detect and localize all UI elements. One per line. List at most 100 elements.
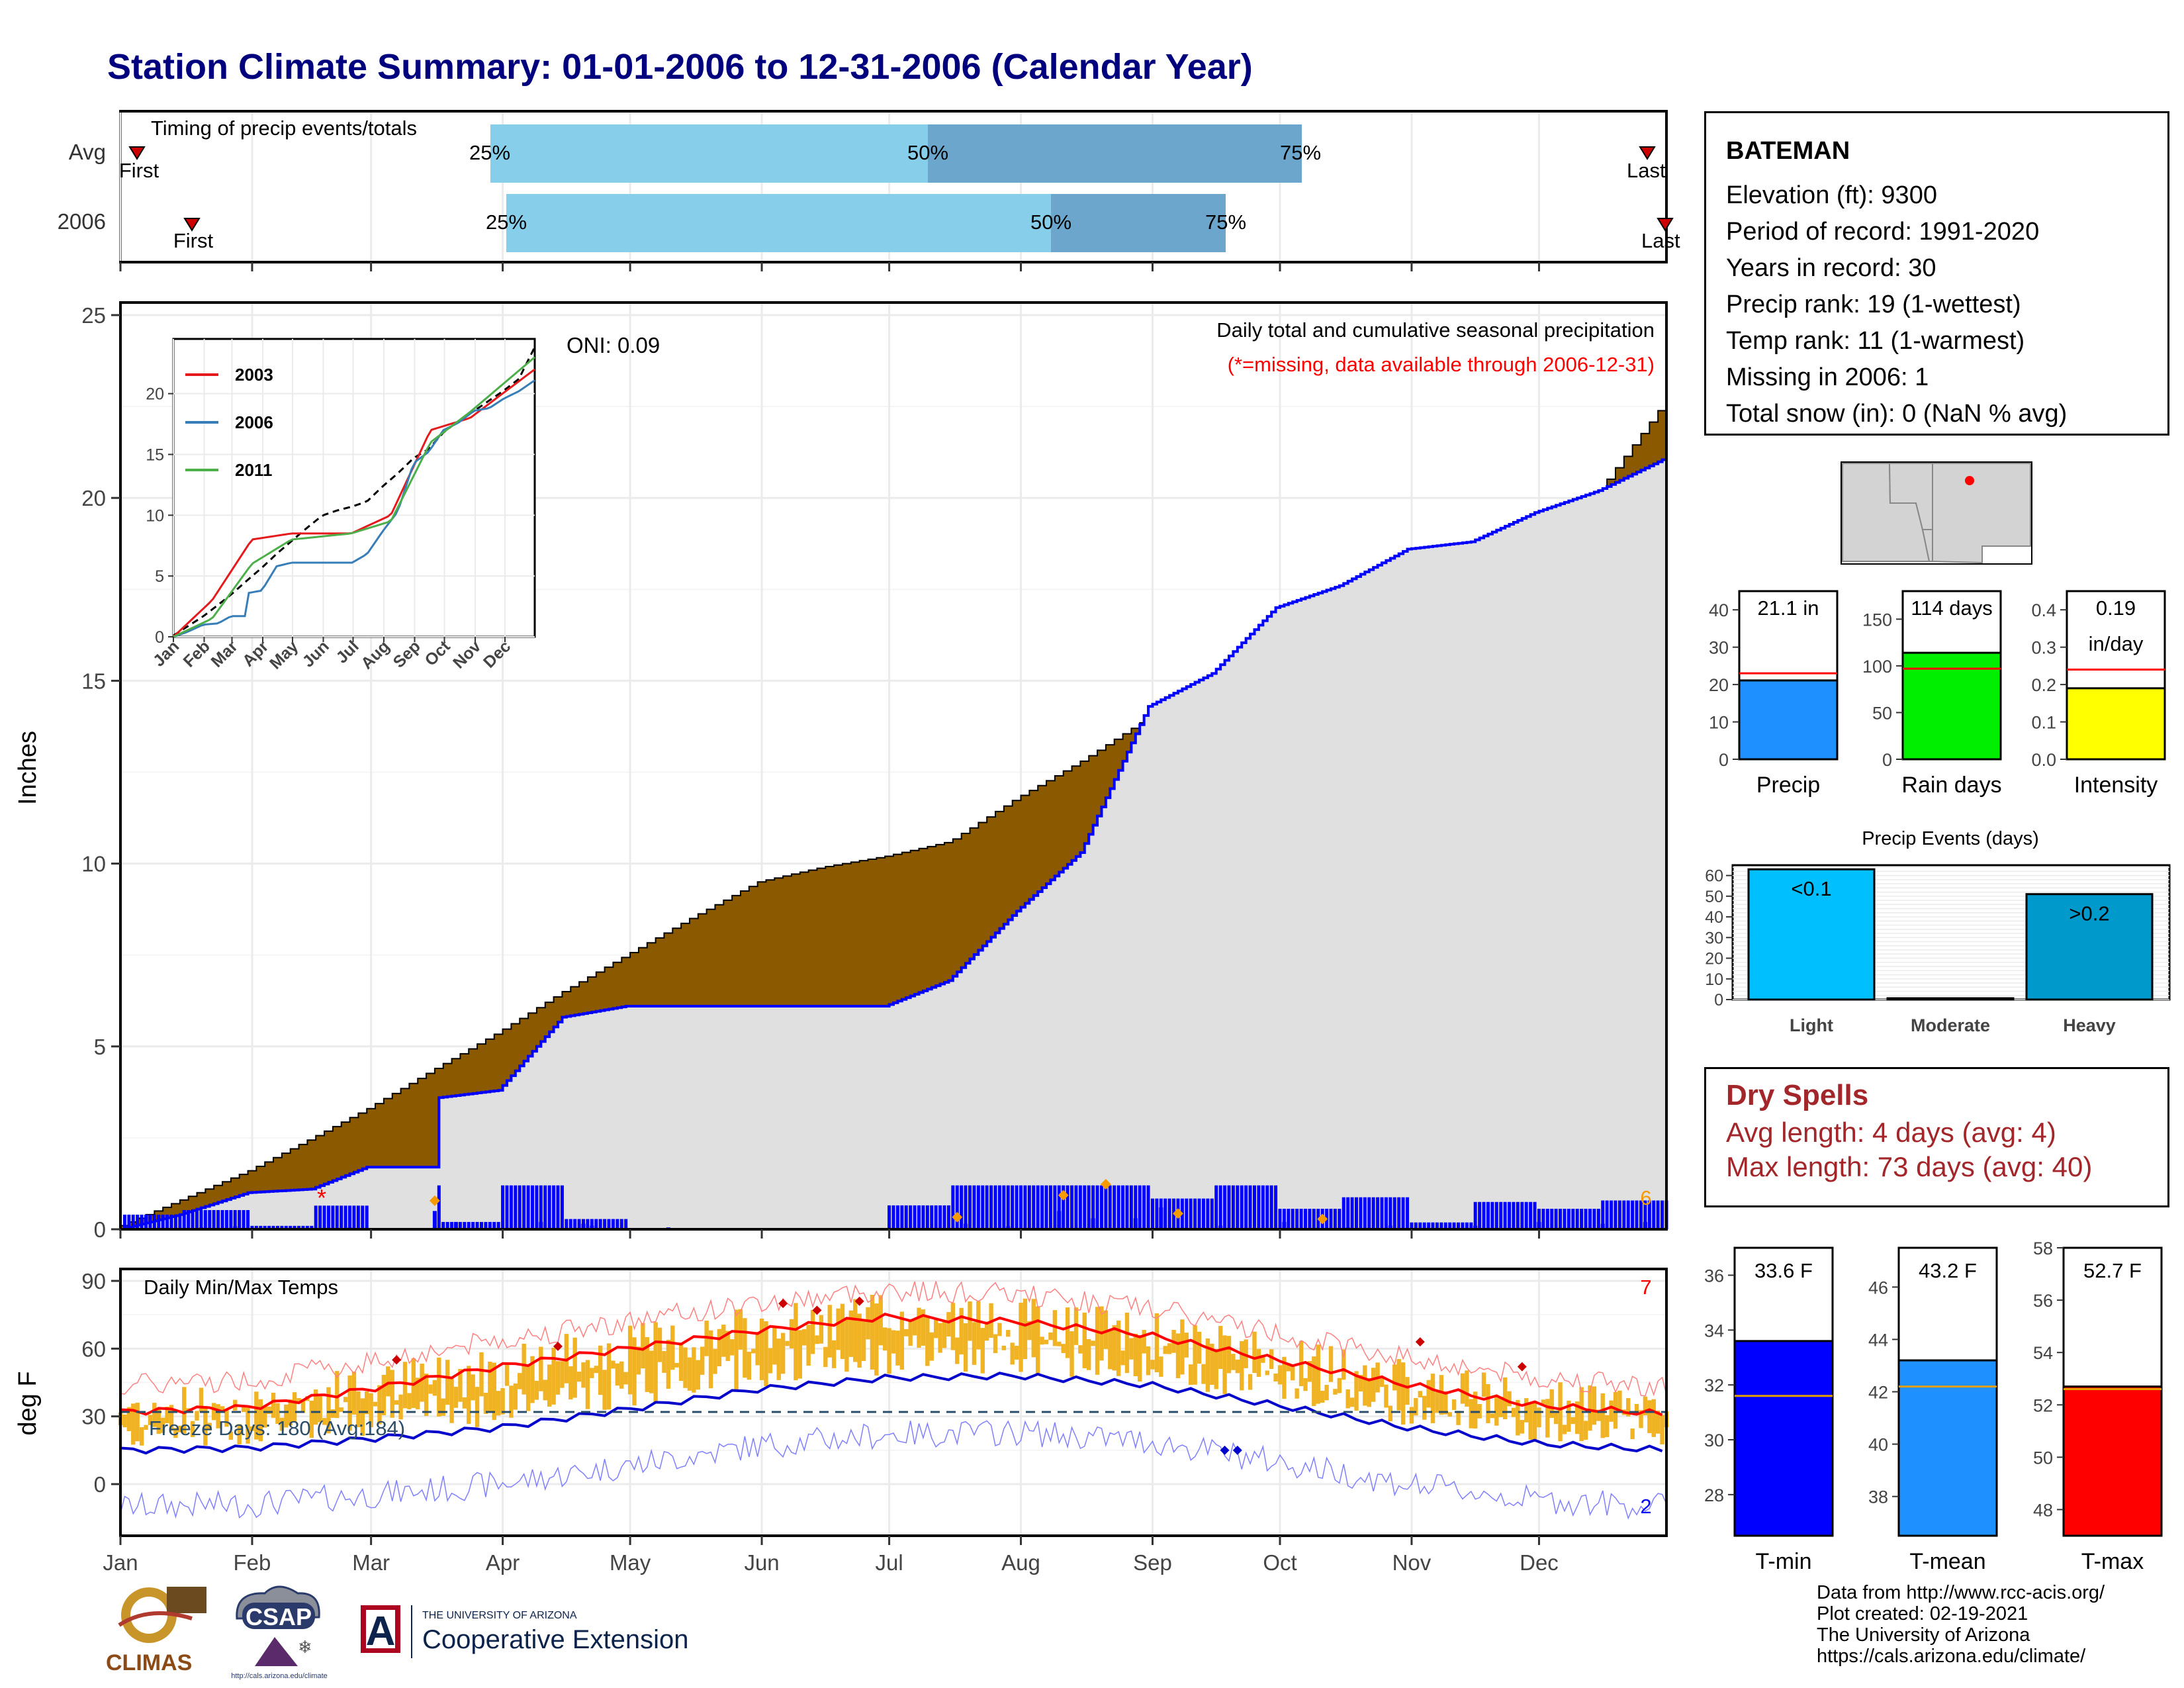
temp-range-bar	[500, 1387, 505, 1415]
temp-range-bar	[284, 1404, 289, 1428]
temp-range-bar	[262, 1405, 267, 1428]
temp-range-bar	[1537, 1407, 1541, 1428]
daily-precip-bar	[335, 1205, 339, 1229]
temp-range-bar	[848, 1310, 854, 1357]
temp-range-bar	[963, 1323, 968, 1372]
inset-line-2011	[173, 356, 535, 638]
daily-precip-bar	[1138, 1185, 1142, 1229]
daily-precip-bar	[1091, 1218, 1095, 1229]
daily-precip-bar	[1248, 1185, 1252, 1229]
daily-precip-bar	[925, 1205, 929, 1229]
temp-range-bar	[1422, 1395, 1427, 1420]
events-bar-moderate	[1886, 997, 2015, 1001]
daily-precip-bar	[1380, 1197, 1384, 1229]
daily-precip-bar	[594, 1219, 598, 1229]
temp-range-bar	[1307, 1361, 1312, 1382]
temp-range-bar	[921, 1309, 926, 1346]
daily-precip-bar	[301, 1225, 305, 1229]
temp-range-bar	[326, 1387, 331, 1434]
daily-precip-bar	[624, 1219, 628, 1229]
temp-range-bar	[1265, 1370, 1269, 1376]
daily-precip-bar	[1490, 1201, 1494, 1229]
daily-precip-bar	[1359, 1197, 1363, 1229]
temp-range-bar	[1532, 1401, 1537, 1440]
station-line: Elevation (ft): 9300	[1726, 181, 1937, 209]
temp-range-bar	[203, 1406, 208, 1446]
daily-precip-bar	[178, 1214, 182, 1229]
temp-summary-value-label: 33.6 F	[1754, 1259, 1813, 1282]
temp-range-bar	[1451, 1399, 1457, 1410]
record-high-marker	[1415, 1337, 1425, 1347]
temp-range-bar	[1057, 1341, 1062, 1346]
temp-range-bar	[1634, 1403, 1639, 1415]
events-category-label: Heavy	[2063, 1015, 2116, 1035]
temp-range-bar	[182, 1387, 187, 1434]
temp-range-bar	[768, 1348, 773, 1374]
daily-precip-bar	[1002, 1185, 1006, 1229]
main-chart-area: Timing of precip events/totals Avg 2006 …	[14, 110, 1680, 1575]
daily-precip-bar	[144, 1214, 148, 1229]
station-line: Years in record: 30	[1726, 254, 1936, 282]
temp-range-bar	[1502, 1377, 1508, 1420]
month-tick-label: Dec	[1520, 1550, 1559, 1575]
precip-y-title: Inches	[14, 731, 42, 805]
daily-precip-bar	[1113, 1185, 1116, 1229]
last-label-2006: Last	[1641, 229, 1680, 252]
temp-range-bar	[645, 1336, 649, 1392]
temp-summary-value-label: 43.2 F	[1919, 1259, 1977, 1282]
temp-range-bar	[1345, 1389, 1350, 1409]
summary-y-tick-label: 30	[1709, 638, 1729, 658]
daily-precip-bar	[467, 1221, 471, 1229]
temp-range-bar	[1218, 1326, 1223, 1369]
daily-precip-bar	[1282, 1221, 1287, 1229]
summary-bar-0	[1738, 679, 1839, 761]
daily-precip-bar	[505, 1185, 509, 1229]
temp-range-bar	[518, 1373, 522, 1389]
daily-precip-bar	[891, 1205, 895, 1229]
daily-precip-bar	[938, 1205, 942, 1229]
record-low-marker	[1220, 1445, 1230, 1455]
temp-range-bar	[360, 1398, 365, 1436]
daily-precip-bar	[552, 1185, 556, 1229]
daily-precip-bar	[993, 1185, 997, 1229]
temp-range-bar	[950, 1303, 956, 1350]
temp-range-bar	[207, 1423, 212, 1430]
events-y-tick-label: 30	[1705, 929, 1723, 947]
temp-range-bar	[946, 1312, 951, 1336]
daily-precip-bar	[305, 1225, 309, 1229]
temp-range-bar	[1354, 1371, 1359, 1411]
temp-range-bar	[772, 1326, 777, 1365]
summary-value-label: 21.1 in	[1757, 596, 1819, 620]
temp-range-bar	[840, 1303, 845, 1359]
month-tick-label: Oct	[1263, 1550, 1297, 1575]
temp-range-bar	[530, 1356, 535, 1403]
daily-precip-bar	[904, 1205, 908, 1229]
daily-precip-bar	[1032, 1185, 1036, 1229]
daily-precip-bar	[1227, 1185, 1231, 1229]
page-title: Station Climate Summary: 01-01-2006 to 1…	[107, 47, 1253, 87]
daily-precip-bar	[1083, 1185, 1087, 1229]
temp-range-bar	[152, 1403, 157, 1427]
temp-range-bar	[237, 1424, 242, 1444]
summary-y-tick-label: 20	[1709, 675, 1729, 695]
daily-precip-bar	[913, 1205, 917, 1229]
daily-precip-bar	[1087, 1185, 1091, 1229]
temp-range-bar	[453, 1386, 459, 1408]
temp-range-bar	[1027, 1321, 1032, 1340]
temp-range-bar	[351, 1372, 357, 1415]
events-y-tick-label: 60	[1705, 867, 1723, 886]
tmax-avg-line	[120, 1313, 1663, 1417]
daily-precip-bar	[310, 1225, 314, 1229]
temp-range-bar	[1167, 1343, 1172, 1354]
temp-range-bar	[1541, 1399, 1546, 1405]
temp-range-bar	[590, 1368, 594, 1378]
temp-range-bar	[1146, 1346, 1151, 1376]
temp-range-bar	[1316, 1344, 1320, 1404]
summary-y-tick-label: 150	[1862, 610, 1892, 630]
inset-y-tick-label: 15	[146, 445, 164, 464]
temp-range-bar	[369, 1393, 373, 1428]
temp-range-bar	[1494, 1397, 1499, 1426]
summary-bar-1	[1901, 651, 2002, 761]
precip-label-1: Daily total and cumulative seasonal prec…	[1216, 318, 1655, 342]
p25-label-2006: 25%	[486, 211, 527, 234]
